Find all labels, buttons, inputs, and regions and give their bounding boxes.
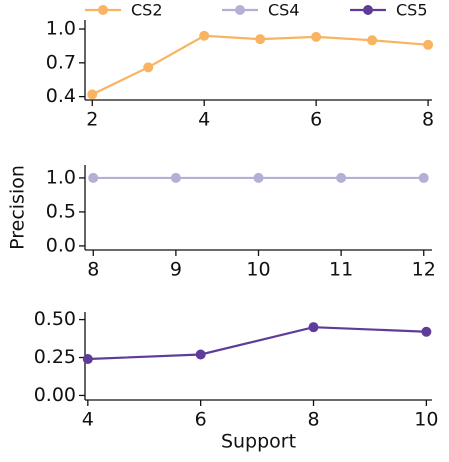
y-tick-label: 0.00	[34, 384, 76, 406]
x-tick-label: 10	[246, 259, 270, 281]
data-point	[311, 31, 322, 42]
y-tick-label: 0.50	[34, 308, 76, 330]
y-tick-label: 0.7	[46, 51, 76, 73]
y-tick-label: 0.4	[46, 85, 76, 107]
x-tick-label: 6	[195, 409, 207, 431]
data-point	[88, 172, 99, 183]
x-tick-label: 8	[307, 409, 319, 431]
data-point	[423, 39, 434, 50]
legend-marker	[235, 5, 245, 15]
y-axis-label: Precision	[7, 165, 29, 250]
data-point	[308, 322, 319, 333]
y-tick-label: 0.5	[46, 200, 76, 222]
x-axis-label: Support	[221, 431, 296, 453]
x-tick-label: 8	[87, 259, 99, 281]
data-point	[418, 172, 429, 183]
data-point	[367, 35, 378, 46]
legend-label: CS2	[131, 1, 163, 20]
x-tick-label: 10	[414, 409, 438, 431]
data-point	[87, 89, 98, 100]
data-point	[143, 62, 154, 73]
data-point	[199, 30, 210, 41]
data-point	[82, 354, 93, 365]
x-tick-label: 4	[198, 109, 210, 131]
data-point	[336, 172, 347, 183]
y-tick-label: 1.0	[46, 166, 76, 188]
x-tick-label: 9	[170, 259, 182, 281]
data-point	[170, 172, 181, 183]
series-line	[87, 326, 427, 361]
legend-marker	[363, 5, 373, 15]
data-point	[253, 172, 264, 183]
y-tick-label: 1.0	[46, 18, 76, 40]
y-tick-label: 0.0	[46, 234, 76, 256]
x-tick-label: 4	[82, 409, 94, 431]
data-point	[195, 349, 206, 360]
x-tick-label: 12	[412, 259, 436, 281]
data-point	[421, 326, 432, 337]
x-tick-label: 11	[329, 259, 353, 281]
data-point	[255, 34, 266, 45]
legend-label: CS5	[396, 1, 428, 20]
x-tick-label: 8	[422, 109, 434, 131]
series-line	[91, 34, 429, 96]
legend-marker	[98, 5, 108, 15]
x-tick-label: 2	[86, 109, 98, 131]
x-tick-label: 6	[310, 109, 322, 131]
legend-label: CS4	[268, 1, 300, 20]
y-tick-label: 0.25	[34, 346, 76, 368]
